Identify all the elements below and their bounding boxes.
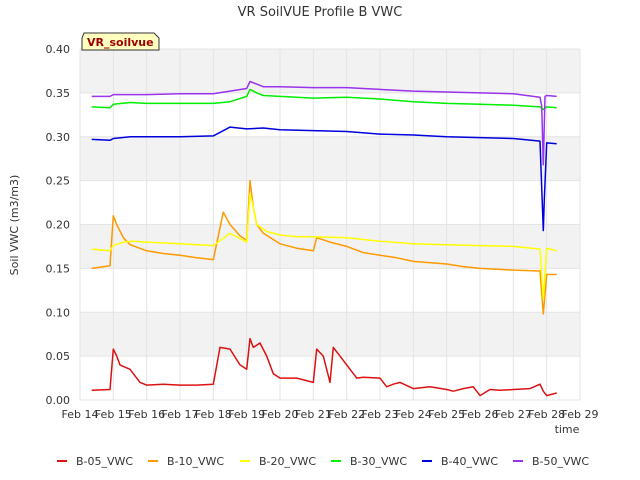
y-axis: 0.00 0.05 0.10 0.15 0.20 0.25 0.30 0.35 0.40 [46, 43, 71, 407]
grid-band [80, 136, 580, 181]
legend-item: B-10_VWC [148, 455, 224, 468]
y-tick-label: 0.25 [46, 175, 71, 188]
chart-title: VR SoilVUE Profile B VWC [238, 5, 403, 20]
legend-item: B-40_VWC [422, 455, 498, 468]
y-tick-label: 0.20 [46, 219, 71, 232]
series-line-b-40-vwc [91, 126, 557, 232]
grid-band [80, 312, 580, 357]
legend-item: B-30_VWC [331, 455, 407, 468]
x-tick-label: Feb 19 [228, 408, 265, 421]
series-line-b-50-vwc [91, 80, 557, 166]
y-tick-label: 0.30 [46, 131, 71, 144]
legend: B-05_VWC B-10_VWC B-20_VWC B-30_VWC B-40_VWC… [57, 455, 589, 468]
x-tick-label: Feb 15 [95, 408, 132, 421]
series-lines [91, 80, 557, 397]
legend-item: B-05_VWC [57, 455, 133, 468]
series-line-b-05-vwc [91, 337, 557, 397]
series-line-b-20-vwc [91, 193, 557, 300]
y-tick-label: 0.15 [46, 262, 71, 275]
legend-label: B-10_VWC [167, 455, 224, 468]
legend-label: B-20_VWC [259, 455, 316, 468]
series-line-b-30-vwc [91, 88, 557, 111]
x-tick-label: Feb 20 [262, 408, 299, 421]
x-tick-label: Feb 18 [195, 408, 232, 421]
x-tick-label: Feb 21 [295, 408, 332, 421]
legend-label: B-50_VWC [532, 455, 589, 468]
legend-item: B-50_VWC [513, 455, 589, 468]
x-tick-label: Feb 25 [428, 408, 465, 421]
series-line-b-10-vwc [91, 179, 557, 315]
x-tick-label: Feb 16 [128, 408, 165, 421]
site-badge: VR_soilvue [81, 32, 160, 51]
y-tick-label: 0.35 [46, 87, 71, 100]
y-tick-label: 0.05 [46, 350, 71, 363]
x-tick-label: Feb 26 [462, 408, 499, 421]
x-axis-label: time [555, 423, 580, 436]
y-tick-label: 0.00 [46, 394, 71, 407]
badge-box [81, 32, 160, 51]
x-tick-label: Feb 22 [328, 408, 365, 421]
y-tick-label: 0.40 [46, 43, 71, 56]
x-tick-label: Feb 24 [395, 408, 432, 421]
x-tick-label: Feb 29 [562, 408, 599, 421]
x-tick-label: Feb 28 [528, 408, 565, 421]
x-tick-label: Feb 27 [495, 408, 532, 421]
x-tick-label: Feb 17 [162, 408, 199, 421]
legend-label: B-40_VWC [441, 455, 498, 468]
legend-label: B-30_VWC [350, 455, 407, 468]
x-tick-label: Feb 14 [62, 408, 99, 421]
y-axis-label: Soil VWC (m3/m3) [8, 175, 21, 276]
x-tick-label: Feb 23 [362, 408, 399, 421]
badge-label: VR_soilvue [87, 36, 154, 49]
legend-item: B-20_VWC [240, 455, 316, 468]
legend-label: B-05_VWC [76, 455, 133, 468]
grid-band [80, 49, 580, 93]
y-tick-label: 0.10 [46, 306, 71, 319]
